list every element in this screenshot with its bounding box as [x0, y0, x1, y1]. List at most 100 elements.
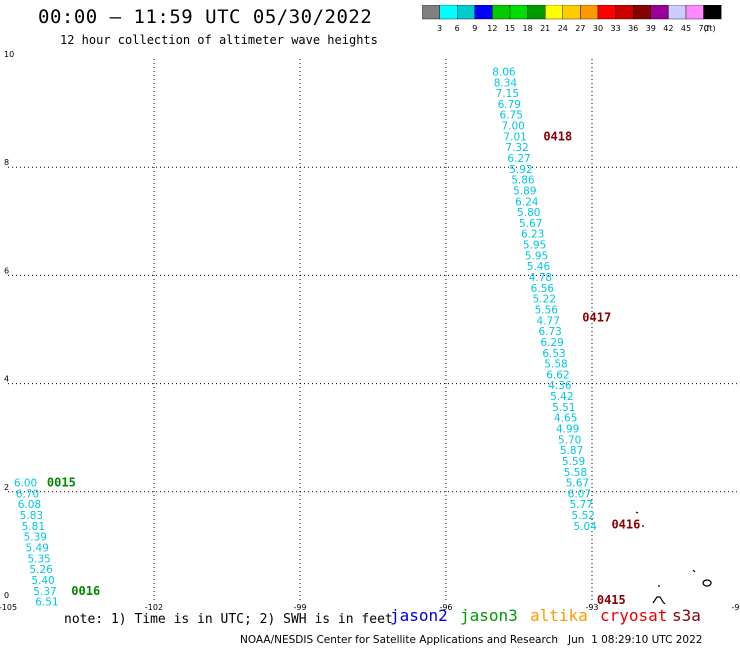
map-subtitle: 12 hour collection of altimeter wave hei…	[60, 33, 378, 47]
legend-label: 24	[558, 24, 568, 33]
wave-height-value: 6.23	[521, 229, 544, 241]
legend-label: 33	[611, 24, 621, 33]
wave-height-value: 4.36	[548, 380, 572, 392]
wave-height-value: 5.80	[517, 207, 540, 219]
x-tick-label: -90	[731, 603, 740, 610]
x-tick-label: -102	[145, 603, 163, 610]
wave-height-value: 6.27	[507, 153, 530, 165]
wave-height-value: 5.37	[33, 586, 56, 598]
wave-height-value: 5.95	[523, 240, 546, 252]
coastline-mark	[692, 569, 696, 573]
wave-height-value: 5.83	[20, 510, 43, 522]
pass-label: 0016	[71, 584, 100, 598]
wave-height-value: 5.56	[535, 304, 559, 316]
wave-height-value: 8.34	[494, 77, 518, 89]
wave-height-value: 6.79	[498, 99, 521, 111]
y-tick-label: 10	[4, 50, 14, 59]
pass-label: 0415	[597, 593, 626, 607]
footer-note: note: 1) Time is in UTC; 2) SWH is in fe…	[64, 612, 393, 627]
wave-height-value: 5.58	[564, 467, 587, 479]
wave-height-value: 8.06	[492, 66, 516, 78]
legend-label: 70	[699, 24, 709, 33]
legend-label: 15	[505, 24, 515, 33]
wave-height-value: 5.51	[552, 402, 575, 414]
coastline-mark	[652, 596, 666, 605]
y-tick-label: 2	[4, 483, 9, 492]
wave-height-value: 6.00	[14, 478, 37, 490]
satellite-cryosat: cryosat	[600, 606, 668, 625]
wave-height-value: 5.26	[29, 564, 53, 576]
wave-height-value: 7.15	[496, 88, 519, 100]
legend-label: 39	[646, 24, 656, 33]
legend-label: 27	[575, 24, 585, 33]
legend-label: 3	[437, 24, 442, 33]
wave-height-value: 5.42	[550, 391, 573, 403]
wave-height-value: 5.87	[560, 445, 583, 457]
wave-height-value: 5.58	[544, 359, 567, 371]
wave-height-value: 5.04	[574, 521, 598, 533]
wave-height-value: 6.73	[538, 326, 561, 338]
wave-height-value: 5.22	[533, 294, 556, 306]
wave-height-value: 4.99	[556, 424, 579, 436]
pass-label: 0416	[611, 517, 640, 531]
wave-height-value: 5.89	[513, 185, 536, 197]
coastline-mark	[635, 511, 639, 514]
y-tick-label: 8	[4, 158, 9, 167]
wave-height-value: 5.67	[566, 478, 589, 490]
wave-height-value: 4.78	[529, 272, 552, 284]
wave-height-value: 5.92	[509, 164, 532, 176]
wave-height-value: 7.01	[503, 131, 526, 143]
wave-height-value: 6.08	[18, 499, 41, 511]
wave-height-value: 5.86	[511, 175, 535, 187]
wave-height-value: 7.32	[505, 142, 528, 154]
legend-label: 12	[487, 24, 497, 33]
x-tick-label: -105	[0, 603, 17, 610]
wave-height-value: 5.81	[22, 521, 45, 533]
credit-line: NOAA/NESDIS Center for Satellite Applica…	[240, 634, 703, 646]
pass-label: 0417	[582, 311, 611, 325]
wave-height-value: 6.75	[500, 110, 523, 122]
wave-height-map: -105-102-99-96-93-9002468108.068.347.156…	[0, 50, 740, 610]
satellite-jason3: jason3	[460, 606, 518, 625]
wave-height-value: 6.07	[568, 488, 591, 500]
satellite-jason2: jason2	[390, 606, 448, 625]
wave-height-value: 6.56	[531, 283, 555, 295]
pass-label: 0418	[543, 129, 572, 143]
wave-height-value: 6.62	[546, 369, 569, 381]
wave-height-value: 7.00	[501, 121, 524, 133]
legend-scale: 3 6 9 12 15 18 21 24 27 30 33 36 39 42 45 70(ft)	[422, 5, 722, 33]
wave-height-value: 5.49	[26, 543, 49, 555]
legend-swatch	[703, 5, 722, 20]
legend-label: 21	[540, 24, 550, 33]
legend-label: 9	[472, 24, 477, 33]
wave-height-value: 6.51	[35, 597, 58, 609]
wave-height-value: 5.67	[519, 218, 542, 230]
legend-label: 45	[681, 24, 691, 33]
pass-label: 0015	[47, 476, 76, 490]
wave-height-value: 6.29	[540, 337, 563, 349]
legend-label: 6	[455, 24, 460, 33]
x-tick-label: -99	[293, 603, 306, 610]
wave-height-value: 5.70	[558, 434, 581, 446]
legend-label: 42	[663, 24, 673, 33]
wave-height-value: 4.77	[537, 315, 560, 327]
wave-height-value: 5.95	[525, 250, 548, 262]
legend-label: 30	[593, 24, 603, 33]
wave-height-value: 6.24	[515, 196, 539, 208]
wave-height-value: 6.70	[16, 488, 39, 500]
wave-height-value: 6.53	[542, 348, 565, 360]
y-tick-label: 0	[4, 591, 9, 600]
x-tick-label: -93	[585, 603, 598, 610]
legend-unit: (ft)	[704, 24, 716, 33]
legend-label: 36	[628, 24, 638, 33]
x-tick-label: -96	[439, 603, 452, 610]
coastline-mark	[702, 579, 712, 587]
wave-height-value: 5.59	[562, 456, 585, 468]
satellite-altika: altika	[530, 606, 588, 625]
y-tick-label: 4	[4, 375, 9, 384]
satellite-s3a: s3a	[672, 606, 701, 625]
wave-height-value: 5.52	[572, 510, 595, 522]
y-tick-label: 6	[4, 266, 9, 275]
wave-height-value: 5.77	[570, 499, 593, 511]
wave-height-value: 5.40	[31, 575, 54, 587]
